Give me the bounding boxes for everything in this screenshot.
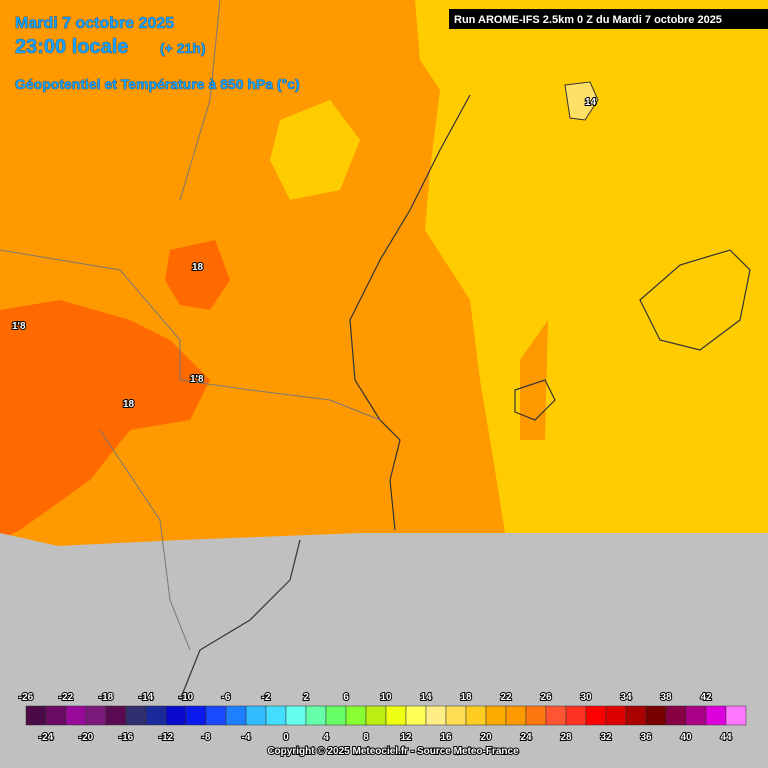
colorbar-label: 24: [520, 732, 532, 743]
colorbar-swatch: [425, 705, 447, 726]
colorbar-swatch: [405, 705, 427, 726]
colorbar-swatch: [25, 705, 47, 726]
colorbar-label: 44: [720, 732, 732, 743]
colorbar-swatch: [585, 705, 607, 726]
colorbar-swatch: [145, 705, 167, 726]
colorbar-label: -8: [202, 732, 211, 743]
hot-zone: [165, 240, 230, 310]
colorbar-swatch: [685, 705, 707, 726]
colorbar-label: -2: [262, 692, 271, 703]
colorbar-swatch: [385, 705, 407, 726]
run: Run AROME-IFS 2.5km 0 Z du Mardi 7 octob…: [454, 14, 722, 26]
colorbar-label: -12: [159, 732, 174, 743]
colorbar-swatch: [705, 705, 727, 726]
colorbar-label: -4: [242, 732, 251, 743]
warm-zone: [415, 0, 768, 533]
colorbar-swatch: [285, 705, 307, 726]
colorbar-label: -22: [59, 692, 74, 703]
colorbar-swatch: [465, 705, 487, 726]
contour-label: 1'8: [190, 374, 204, 385]
colorbar-swatch: [445, 705, 467, 726]
time: 23:00 locale: [15, 36, 128, 58]
date: Mardi 7 octobre 2025: [15, 15, 174, 32]
colorbar-label: -6: [222, 692, 231, 703]
colorbar-swatch: [205, 705, 227, 726]
colorbar-label: -26: [19, 692, 34, 703]
colorbar-swatch: [225, 705, 247, 726]
contour-label: 14: [585, 97, 597, 108]
colorbar-label: -18: [99, 692, 114, 703]
colorbar-swatch: [625, 705, 647, 726]
contour-label: 1'8: [12, 321, 26, 332]
colorbar: -26 -22 -18 -14 -10 -6 -2 2 6 10 14 18 22 26 30 34 38 42-…: [18, 691, 747, 744]
colorbar-swatch: [485, 705, 507, 726]
colorbar-swatch: [325, 705, 347, 726]
colorbar-label: 8: [363, 732, 369, 743]
colorbar-swatch: [725, 705, 747, 726]
copyright: Copyright © 2025 Meteociel.fr - Source M…: [267, 746, 519, 757]
temperature-field: [520, 320, 548, 440]
colorbar-label: 4: [323, 732, 329, 743]
colorbar-label: 26: [540, 692, 552, 703]
colorbar-swatch: [605, 705, 627, 726]
colorbar-swatch: [165, 705, 187, 726]
colorbar-swatch: [545, 705, 567, 726]
colorbar-label: 32: [600, 732, 612, 743]
colorbar-swatch: [265, 705, 287, 726]
lead-time: (+ 21h): [160, 40, 206, 56]
colorbar-label: 6: [343, 692, 349, 703]
field: Géopotentiel et Température à 850 hPa (°…: [15, 76, 300, 92]
colorbar-label: 14: [420, 692, 432, 703]
colorbar-swatch: [365, 705, 387, 726]
colorbar-label: 18: [460, 692, 472, 703]
border: [0, 0, 381, 651]
coastline: [639, 249, 751, 351]
colorbar-swatch: [45, 705, 67, 726]
colorbar-swatch: [505, 705, 527, 726]
colorbar-swatch: [105, 705, 127, 726]
colorbar-label: 40: [680, 732, 692, 743]
colorbar-swatch: [185, 705, 207, 726]
colorbar-label: -16: [119, 732, 134, 743]
coastline: [514, 379, 556, 421]
colorbar-swatch: [565, 705, 587, 726]
colorbar-swatch: [305, 705, 327, 726]
colorbar-swatch: [525, 705, 547, 726]
colorbar-label: 0: [283, 732, 289, 743]
colorbar-swatch: [645, 705, 667, 726]
warm-zone: [270, 100, 360, 200]
hot-zone: [0, 300, 210, 540]
colorbar-label: 42: [700, 692, 712, 703]
colorbar-label: 20: [480, 732, 492, 743]
colorbar-label: 2: [303, 692, 309, 703]
colorbar-label: 34: [620, 692, 632, 703]
colorbar-label: -14: [139, 692, 154, 703]
colorbar-label: -10: [179, 692, 194, 703]
no-data-zone: [0, 533, 768, 768]
colorbar-swatch: [245, 705, 267, 726]
colorbar-label: -20: [79, 732, 94, 743]
colorbar-label: 38: [660, 692, 672, 703]
coastline: [179, 94, 471, 701]
contour-label: 18: [123, 399, 135, 410]
colorbar-label: 36: [640, 732, 652, 743]
island-zone: [564, 81, 599, 121]
colorbar-label: 28: [560, 732, 572, 743]
colorbar-label: 12: [400, 732, 412, 743]
colorbar-label: 30: [580, 692, 592, 703]
colorbar-swatch: [65, 705, 87, 726]
colorbar-swatch: [85, 705, 107, 726]
colorbar-label: 10: [380, 692, 392, 703]
contour-label: 18: [192, 262, 204, 273]
colorbar-swatch: [665, 705, 687, 726]
colorbar-swatch: [125, 705, 147, 726]
colorbar-label: -24: [39, 732, 54, 743]
colorbar-swatch: [345, 705, 367, 726]
colorbar-label: 16: [440, 732, 452, 743]
colorbar-label: 22: [500, 692, 512, 703]
run-box: [449, 9, 768, 29]
